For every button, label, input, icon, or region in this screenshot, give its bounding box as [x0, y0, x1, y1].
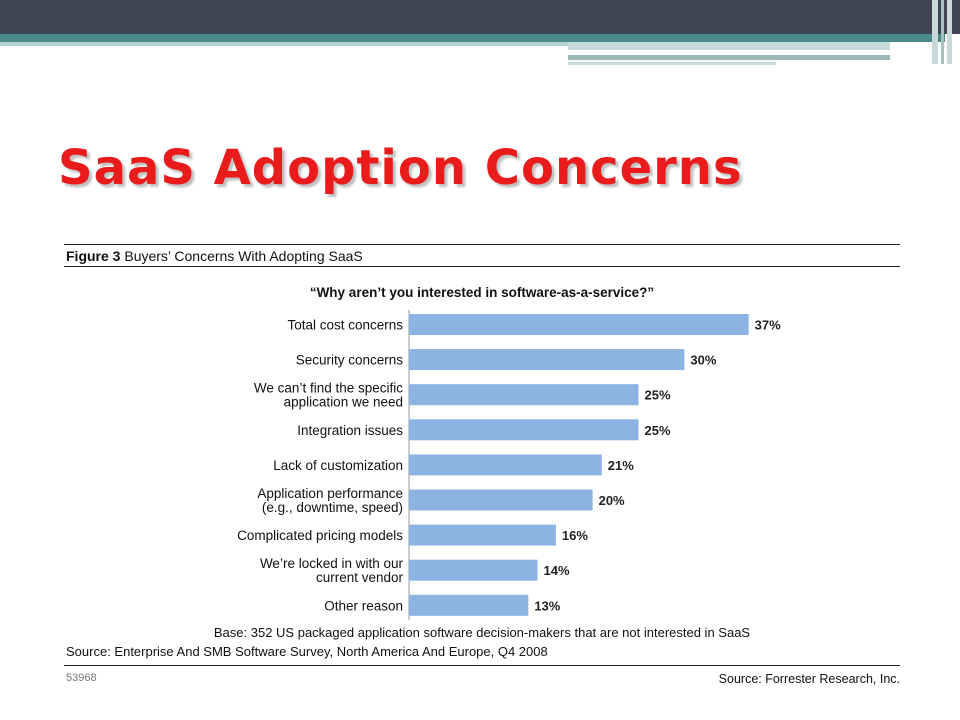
- header-stripe: [0, 34, 945, 42]
- bar: [409, 314, 749, 335]
- bar: [409, 594, 529, 616]
- category-label: Total cost concerns: [287, 318, 403, 333]
- figure-number: Figure 3: [66, 248, 121, 264]
- header-accent-line: [568, 55, 890, 60]
- category-label: Lack of customization: [273, 458, 403, 473]
- figure-rule-bottom: [64, 665, 900, 666]
- data-label: 13%: [534, 598, 560, 613]
- bar: [409, 419, 639, 441]
- data-label: 37%: [755, 318, 781, 333]
- category-label: Integration issues: [297, 423, 403, 438]
- header-bar: [0, 0, 960, 34]
- bar-chart: 37% Total cost concerns 30% Security concer…: [237, 310, 781, 620]
- bar: [409, 454, 602, 476]
- category-label: We can’t find the specific: [254, 381, 403, 396]
- data-label: 20%: [599, 493, 625, 508]
- bar: [409, 349, 685, 371]
- header-accent-line: [0, 42, 568, 46]
- data-label: 30%: [690, 353, 716, 368]
- data-label: 21%: [608, 458, 634, 473]
- category-label: application we need: [284, 395, 403, 410]
- research-source: Source: Forrester Research, Inc.: [718, 672, 900, 686]
- base-note: Base: 352 US packaged application softwa…: [213, 625, 751, 640]
- header-vertical-accent: [941, 0, 944, 64]
- header-accent-line: [568, 62, 776, 65]
- header-vertical-accent: [932, 0, 938, 64]
- figure-rule-top: [64, 244, 900, 245]
- category-label: (e.g., downtime, speed): [262, 500, 403, 515]
- header-accent-line: [568, 42, 890, 50]
- category-label: Application performance: [257, 486, 403, 501]
- data-label: 16%: [562, 528, 588, 543]
- survey-source: Source: Enterprise And SMB Software Surv…: [66, 644, 548, 659]
- figure-caption: Figure 3 Buyers’ Concerns With Adopting …: [66, 248, 363, 264]
- document-code: 53968: [66, 672, 97, 684]
- data-label: 25%: [645, 423, 671, 438]
- category-label: We’re locked in with our: [260, 556, 404, 571]
- figure-caption-text: Buyers’ Concerns With Adopting SaaS: [120, 248, 363, 264]
- bar: [409, 384, 639, 406]
- data-label: 25%: [645, 388, 671, 403]
- figure-panel: Figure 3 Buyers’ Concerns With Adopting …: [64, 244, 900, 692]
- category-label: Complicated pricing models: [237, 528, 403, 543]
- data-label: 14%: [544, 563, 570, 578]
- category-label: current vendor: [316, 570, 404, 585]
- survey-question: “Why aren’t you interested in software-a…: [309, 285, 655, 300]
- slide-title: SaaS Adoption Concerns: [58, 140, 743, 196]
- category-label: Security concerns: [296, 353, 404, 368]
- figure-rule-mid: [64, 266, 900, 267]
- category-label: Other reason: [324, 598, 403, 613]
- bar: [409, 489, 593, 511]
- bar: [409, 559, 538, 581]
- header-vertical-accent: [947, 0, 952, 64]
- bar: [409, 524, 556, 546]
